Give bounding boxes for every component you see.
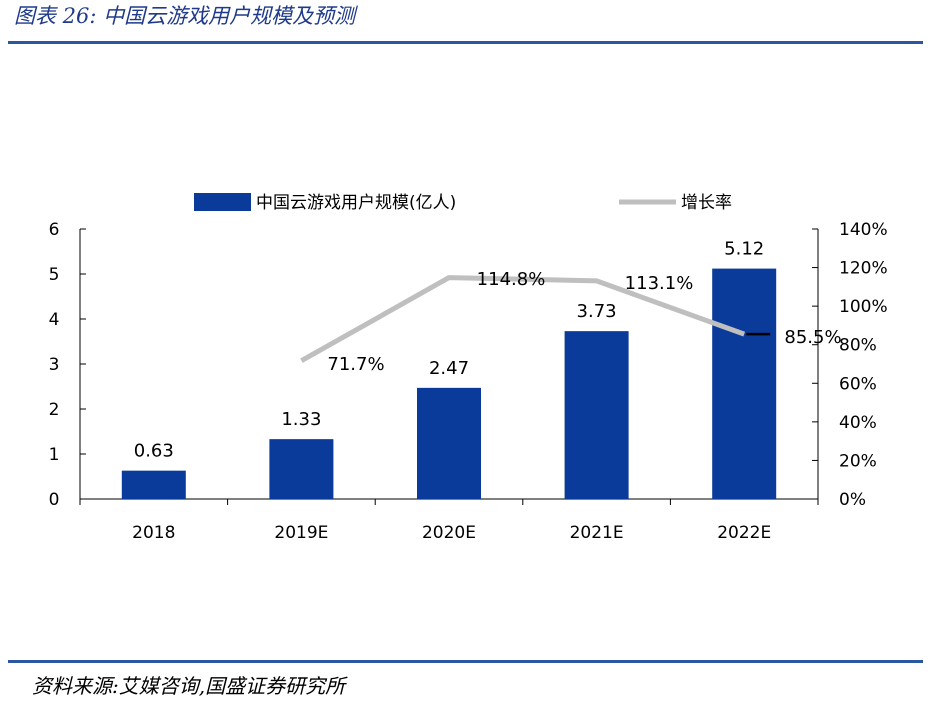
growth-rate-label: 85.5% (784, 327, 841, 348)
bar (712, 268, 777, 499)
growth-line-series (300, 275, 771, 363)
bar (564, 331, 629, 499)
bar-value-label: 3.73 (577, 301, 617, 322)
bar-value-label: 0.63 (134, 441, 174, 462)
bar-value-label: 2.47 (429, 358, 469, 379)
footer-rule (8, 660, 923, 663)
y-right-tick-label: 140% (839, 220, 888, 240)
bar (269, 439, 334, 499)
x-tick-label: 2019E (274, 523, 328, 543)
y-right-tick-label: 100% (839, 297, 888, 317)
x-tick-label: 2020E (422, 523, 476, 543)
y-left-tick-label: 1 (49, 445, 60, 465)
bar (417, 387, 481, 499)
growth-line (300, 275, 746, 363)
growth-rate-label: 114.8% (477, 269, 546, 290)
bar-value-label: 5.12 (724, 239, 764, 260)
source-note: 资料来源:艾媒咨询,国盛证券研究所 (32, 674, 346, 698)
figure-title: 图表 26: 中国云游戏用户规模及预测 (14, 4, 356, 28)
y-left-tick-label: 6 (49, 220, 60, 240)
y-left-tick-label: 2 (49, 400, 60, 420)
y-left-tick-label: 5 (49, 265, 60, 285)
legend-bar-swatch (194, 193, 251, 211)
x-tick-label: 2021E (570, 523, 624, 543)
legend-bar-label: 中国云游戏用户规模(亿人) (256, 193, 456, 213)
bar (121, 470, 186, 499)
header-rule (8, 41, 923, 44)
y-right-tick-label: 0% (839, 490, 866, 510)
y-left-tick-label: 3 (49, 355, 60, 375)
growth-rate-label: 113.1% (625, 273, 694, 294)
y-left-tick-label: 4 (49, 310, 60, 330)
chart-legend: 中国云游戏用户规模(亿人) 增长率 (194, 193, 732, 213)
x-tick-label: 2018 (132, 523, 175, 543)
y-right-tick-label: 80% (839, 336, 877, 356)
y-right-tick-label: 20% (839, 451, 877, 471)
y-right-tick-label: 40% (839, 413, 877, 433)
legend-line-label: 增长率 (681, 193, 732, 213)
y-left-tick-label: 0 (49, 490, 60, 510)
bar-series (121, 268, 777, 499)
growth-rate-label: 71.7% (327, 354, 384, 375)
x-tick-label: 2022E (717, 523, 771, 543)
y-right-tick-label: 60% (839, 374, 877, 394)
y-right-tick-label: 120% (839, 259, 888, 279)
bar-value-label: 1.33 (281, 409, 321, 430)
data-labels: 0.63 1.33 2.47 3.73 5.12 71.7% 114.8% 113.1% 85.… (134, 239, 842, 462)
